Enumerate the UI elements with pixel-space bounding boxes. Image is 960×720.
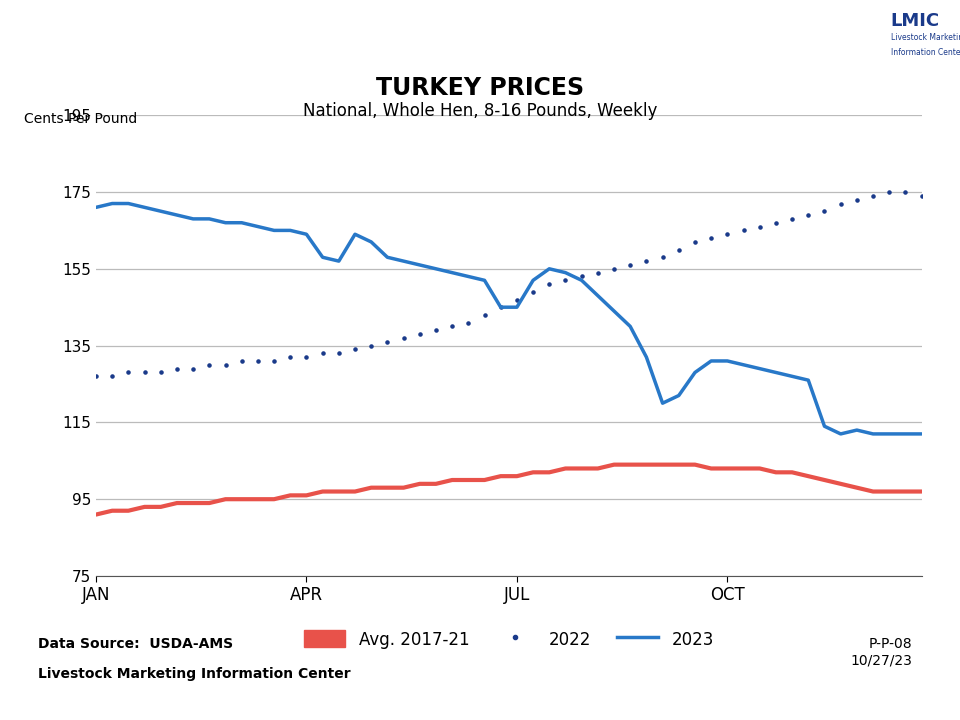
Text: LMIC: LMIC <box>891 12 940 30</box>
Text: TURKEY PRICES: TURKEY PRICES <box>376 76 584 99</box>
Text: P-P-08
10/27/23: P-P-08 10/27/23 <box>851 637 912 667</box>
Text: Cents Per Pound: Cents Per Pound <box>24 112 137 125</box>
Text: Data Source:  USDA-AMS: Data Source: USDA-AMS <box>38 637 233 651</box>
Text: Information Center: Information Center <box>891 48 960 57</box>
Text: Livestock Marketing: Livestock Marketing <box>891 33 960 42</box>
Legend: Avg. 2017-21, 2022, 2023: Avg. 2017-21, 2022, 2023 <box>297 624 721 655</box>
Text: National, Whole Hen, 8-16 Pounds, Weekly: National, Whole Hen, 8-16 Pounds, Weekly <box>302 102 658 120</box>
Text: Livestock Marketing Information Center: Livestock Marketing Information Center <box>38 667 351 681</box>
